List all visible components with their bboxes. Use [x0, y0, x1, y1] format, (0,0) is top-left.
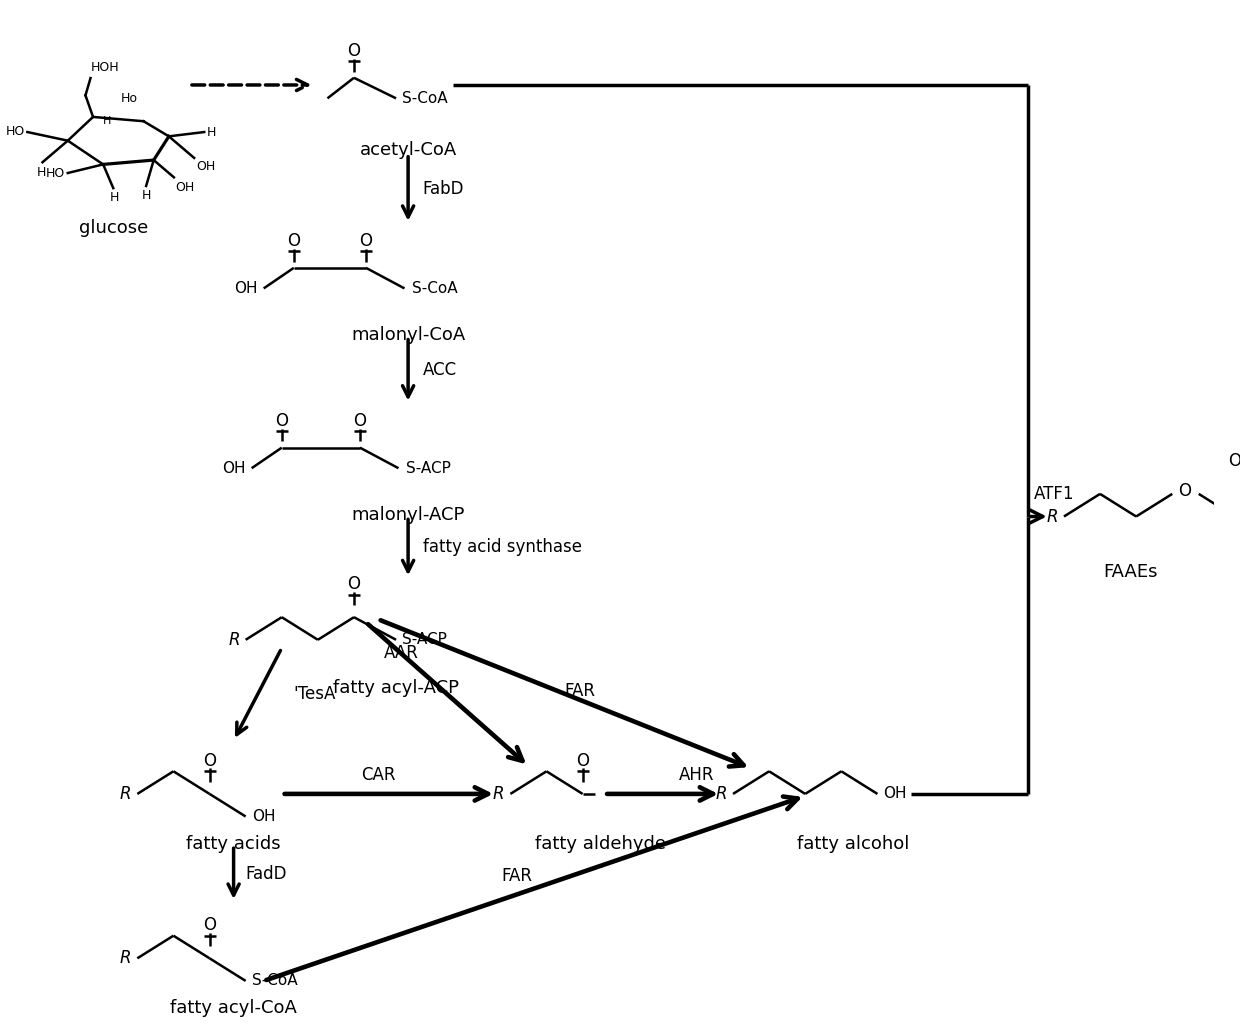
Text: acetyl-CoA: acetyl-CoA: [360, 142, 456, 159]
Text: O: O: [360, 232, 372, 250]
Text: S-CoA: S-CoA: [412, 281, 458, 295]
Text: fatty alcohol: fatty alcohol: [797, 835, 910, 853]
Text: HO: HO: [5, 125, 25, 137]
Text: O: O: [347, 42, 361, 60]
Text: R: R: [492, 785, 505, 803]
Text: OH: OH: [175, 181, 195, 194]
Text: 'TesA: 'TesA: [294, 685, 336, 703]
Text: OH: OH: [222, 461, 246, 476]
Text: S-CoA: S-CoA: [402, 91, 448, 105]
Text: R: R: [120, 949, 131, 967]
Text: O: O: [203, 752, 216, 770]
Text: O: O: [275, 412, 288, 430]
Text: O: O: [577, 752, 589, 770]
Text: AAR: AAR: [384, 645, 419, 662]
Text: HO: HO: [46, 167, 66, 181]
Text: H: H: [207, 126, 216, 138]
Text: O: O: [347, 575, 361, 593]
Text: O: O: [1178, 481, 1192, 500]
Text: S-ACP: S-ACP: [405, 461, 450, 476]
Text: H: H: [37, 165, 46, 179]
Text: Ho: Ho: [120, 92, 138, 105]
Text: malonyl-CoA: malonyl-CoA: [351, 326, 465, 344]
Text: fatty acids: fatty acids: [186, 835, 281, 853]
Text: CAR: CAR: [361, 766, 396, 784]
Text: AHR: AHR: [680, 766, 714, 784]
Text: FAR: FAR: [564, 682, 595, 700]
Text: FadD: FadD: [246, 865, 288, 882]
Text: ATF1: ATF1: [1034, 484, 1074, 503]
Text: O: O: [1229, 452, 1240, 470]
Text: FAAEs: FAAEs: [1102, 563, 1157, 581]
Text: malonyl-ACP: malonyl-ACP: [351, 506, 465, 524]
Text: fatty acyl-ACP: fatty acyl-ACP: [334, 679, 459, 697]
Text: S-CoA: S-CoA: [252, 973, 298, 989]
Text: ACC: ACC: [423, 362, 456, 379]
Text: glucose: glucose: [78, 219, 148, 237]
Text: fatty acid synthase: fatty acid synthase: [423, 538, 582, 557]
Text: S-ACP: S-ACP: [402, 632, 446, 648]
Text: R: R: [1047, 507, 1058, 526]
Text: R: R: [228, 631, 239, 649]
Text: OH: OH: [883, 786, 906, 802]
Text: O: O: [203, 916, 216, 935]
Text: R: R: [120, 785, 131, 803]
Text: H: H: [109, 191, 119, 205]
Text: OH: OH: [234, 281, 258, 295]
Text: O: O: [353, 412, 367, 430]
Text: O: O: [288, 232, 300, 250]
Text: fatty acyl-CoA: fatty acyl-CoA: [170, 999, 298, 1018]
Text: R: R: [715, 785, 727, 803]
Text: FAR: FAR: [501, 867, 532, 885]
Text: FabD: FabD: [423, 180, 464, 197]
Text: fatty aldehyde: fatty aldehyde: [536, 835, 666, 853]
Text: OH: OH: [252, 809, 275, 824]
Text: HOH: HOH: [91, 61, 119, 73]
Text: H: H: [141, 189, 151, 202]
Text: OH: OH: [197, 160, 216, 174]
Text: H: H: [103, 117, 112, 126]
